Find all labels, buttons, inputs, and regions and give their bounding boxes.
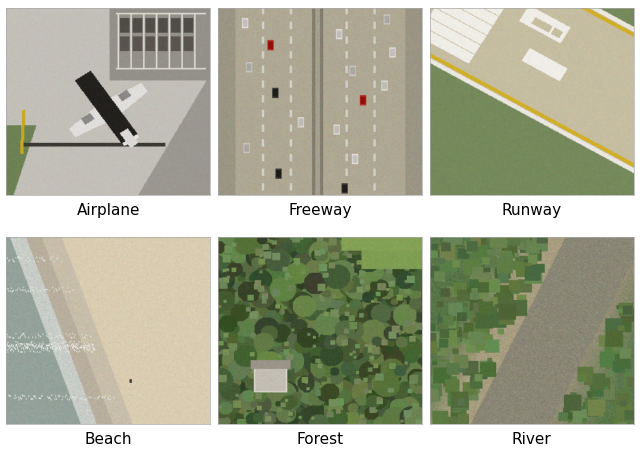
- X-axis label: Forest: Forest: [296, 431, 344, 446]
- X-axis label: Freeway: Freeway: [288, 203, 352, 218]
- X-axis label: River: River: [512, 431, 552, 446]
- X-axis label: Airplane: Airplane: [76, 203, 140, 218]
- X-axis label: Beach: Beach: [84, 431, 132, 446]
- X-axis label: Runway: Runway: [502, 203, 562, 218]
